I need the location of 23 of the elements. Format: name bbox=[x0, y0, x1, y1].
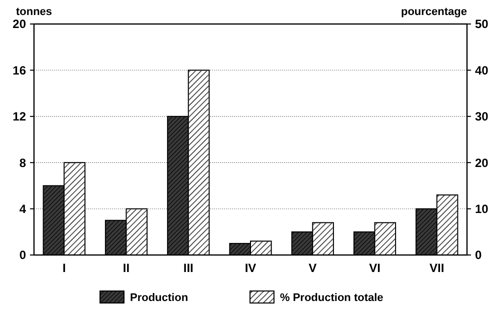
legend-label: Production bbox=[130, 292, 188, 304]
y-tick-label: 0 bbox=[19, 248, 26, 262]
y2-tick-label: 0 bbox=[475, 248, 482, 262]
y2-tick-label: 40 bbox=[475, 63, 489, 78]
y-tick-label: 8 bbox=[19, 156, 26, 170]
y2-tick-label: 50 bbox=[475, 17, 489, 32]
x-tick-label: II bbox=[122, 261, 130, 275]
y-tick-label: 20 bbox=[12, 17, 26, 32]
x-tick-label: VII bbox=[430, 261, 444, 275]
y2-axis-title: pourcentage bbox=[400, 6, 467, 18]
x-tick-label: IV bbox=[244, 261, 256, 275]
y2-tick-label: 10 bbox=[475, 202, 489, 216]
y-tick-label: 12 bbox=[12, 110, 26, 124]
x-tick-label: V bbox=[308, 261, 317, 275]
x-tick-label: I bbox=[62, 261, 66, 275]
y-tick-label: 16 bbox=[12, 63, 26, 78]
y2-tick-label: 20 bbox=[475, 156, 489, 170]
x-tick-label: VI bbox=[369, 261, 380, 275]
y-tick-label: 4 bbox=[19, 202, 26, 216]
y-axis-title: tonnes bbox=[16, 6, 52, 18]
legend-label: % Production totale bbox=[280, 292, 384, 304]
x-tick-label: III bbox=[183, 261, 194, 275]
y2-tick-label: 30 bbox=[475, 110, 489, 124]
